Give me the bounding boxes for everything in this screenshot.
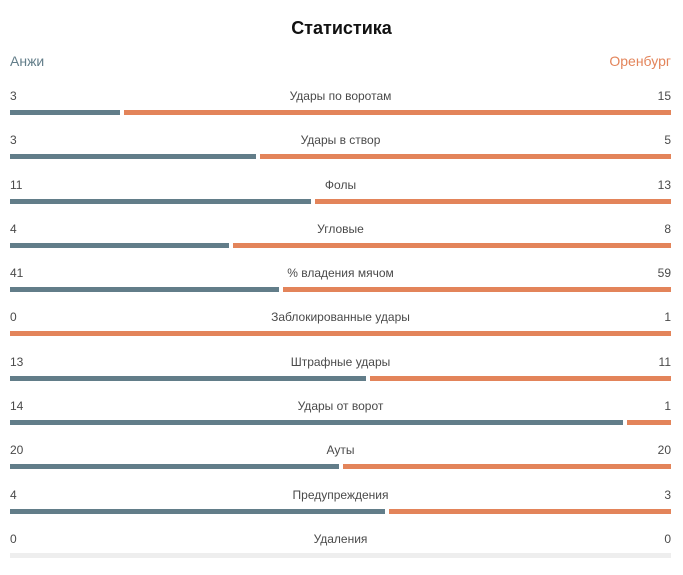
stat-row: 13 Штрафные удары 11 <box>10 352 671 396</box>
home-share-bar <box>10 508 386 514</box>
stat-comparison-bar <box>10 331 671 337</box>
stat-row: 4 Угловые 8 <box>10 219 671 263</box>
stat-away-value: 3 <box>664 487 671 502</box>
stat-label: Удаления <box>313 531 368 546</box>
stat-comparison-bar <box>10 110 671 115</box>
away-share-bar <box>233 242 671 248</box>
home-share-bar <box>10 375 366 381</box>
home-share-bar <box>10 287 280 293</box>
away-share-bar <box>389 508 671 514</box>
stat-label: Предупреждения <box>292 487 389 502</box>
away-team-name: Оренбург <box>609 53 671 69</box>
away-share-bar <box>10 331 671 337</box>
home-share-bar <box>10 464 339 470</box>
home-share-bar <box>10 154 257 160</box>
stat-row: 4 Предупреждения 3 <box>10 485 671 529</box>
away-share-bar <box>123 110 671 115</box>
stats-list: 3 Удары по воротам 15 3 Удары в створ 5 11 Фолы… <box>10 86 671 573</box>
page-title: Статистика <box>291 18 392 38</box>
stat-label: % владения мячом <box>287 266 394 281</box>
away-share-bar <box>315 198 671 204</box>
stat-comparison-bar <box>10 154 671 160</box>
away-share-bar <box>260 154 671 160</box>
home-share-bar <box>10 242 229 248</box>
stat-away-value: 13 <box>657 177 671 192</box>
stat-home-value: 4 <box>10 487 17 502</box>
stat-label: Заблокированные удары <box>271 310 410 325</box>
stat-home-value: 20 <box>10 443 24 458</box>
stat-home-value: 13 <box>10 354 24 369</box>
stat-label: Штрафные удары <box>290 354 391 369</box>
stat-label: Удары в створ <box>300 133 381 148</box>
stat-away-value: 5 <box>664 133 671 148</box>
stat-comparison-bar <box>10 375 671 381</box>
stat-away-value: 20 <box>657 443 671 458</box>
stat-home-value: 4 <box>10 221 17 236</box>
away-share-bar <box>627 420 671 426</box>
stat-away-value: 8 <box>664 221 671 236</box>
stat-away-value: 15 <box>657 89 671 103</box>
stat-row: 3 Удары в створ 5 <box>10 130 671 174</box>
stat-comparison-bar <box>10 287 671 293</box>
stat-comparison-bar <box>10 552 671 558</box>
stat-away-value: 59 <box>657 266 671 281</box>
stat-row: 20 Ауты 20 <box>10 440 671 484</box>
stat-row: 14 Удары от ворот 1 <box>10 396 671 440</box>
stat-row: 0 Заблокированные удары 1 <box>10 307 671 351</box>
home-share-bar <box>10 198 312 204</box>
stat-home-value: 3 <box>10 89 17 103</box>
home-share-bar <box>10 110 120 115</box>
stat-home-value: 0 <box>10 310 17 325</box>
stat-row: 3 Удары по воротам 15 <box>10 86 671 130</box>
stat-row: 0 Удаления 0 <box>10 529 671 573</box>
home-share-bar <box>10 420 624 426</box>
stat-away-value: 1 <box>664 310 671 325</box>
stat-label: Фолы <box>324 177 357 192</box>
stat-label: Удары от ворот <box>297 399 384 414</box>
stat-home-value: 11 <box>10 177 23 192</box>
stat-home-value: 3 <box>10 133 17 148</box>
stat-comparison-bar <box>10 420 671 426</box>
home-team-name: Анжи <box>10 53 45 69</box>
stat-label: Угловые <box>317 221 364 236</box>
stat-away-value: 0 <box>664 531 671 546</box>
stat-home-value: 0 <box>10 531 17 546</box>
stat-row: 11 Фолы 13 <box>10 175 671 219</box>
stat-home-value: 41 <box>10 266 24 281</box>
stat-home-value: 14 <box>10 399 24 414</box>
stat-label: Удары по воротам <box>289 89 392 103</box>
away-share-bar <box>342 464 671 470</box>
stat-label: Ауты <box>326 443 355 458</box>
stat-away-value: 11 <box>658 354 671 369</box>
stat-comparison-bar <box>10 242 671 248</box>
away-share-bar <box>369 375 671 381</box>
stat-comparison-bar <box>10 508 671 514</box>
stat-row: 41 % владения мячом 59 <box>10 263 671 307</box>
stat-away-value: 1 <box>664 399 671 414</box>
stat-comparison-bar <box>10 198 671 204</box>
away-share-bar <box>283 287 671 293</box>
stat-comparison-bar <box>10 464 671 470</box>
